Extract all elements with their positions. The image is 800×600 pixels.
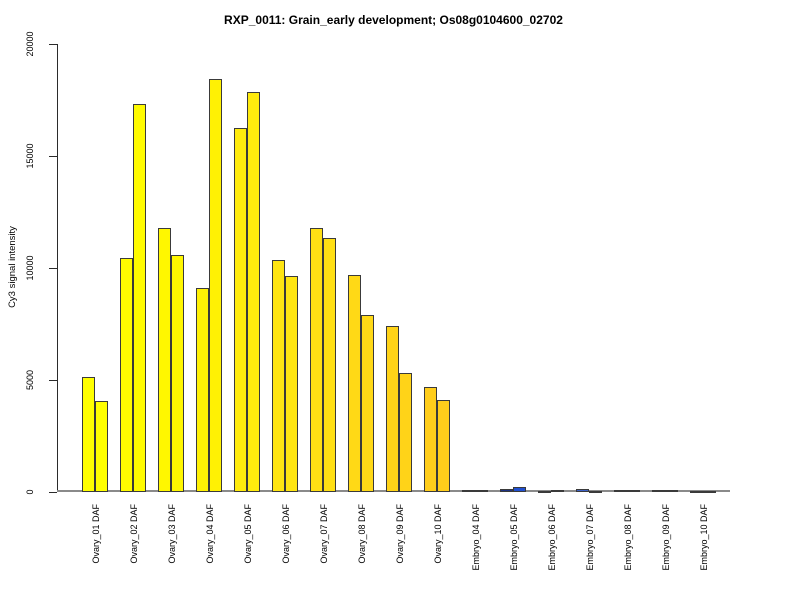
bar	[310, 228, 323, 492]
y-tick-label-text: 10000	[25, 255, 35, 281]
x-tick-label-text: Ovary_06 DAF	[281, 504, 291, 564]
bar	[247, 92, 260, 492]
x-tick-label-text: Embryo_09 DAF	[661, 504, 671, 571]
bar	[690, 491, 703, 493]
y-axis-tick	[49, 267, 57, 269]
x-tick-label-text: Embryo_07 DAF	[585, 504, 595, 571]
bar	[171, 255, 184, 492]
x-tick-label-text: Ovary_10 DAF	[433, 504, 443, 564]
x-tick-label-text: Ovary_05 DAF	[243, 504, 253, 564]
bar	[500, 489, 513, 492]
bar	[703, 491, 716, 493]
bar	[158, 228, 171, 492]
bar	[386, 326, 399, 492]
bar	[272, 260, 285, 492]
bar	[551, 490, 564, 492]
bar	[462, 490, 475, 492]
x-tick-label-text: Ovary_03 DAF	[167, 504, 177, 564]
y-tick-label: 5000	[25, 370, 45, 390]
bar	[665, 490, 678, 492]
bar	[576, 489, 589, 492]
y-tick-label: 10000	[25, 255, 50, 280]
y-tick-label-text: 5000	[25, 369, 35, 391]
bar	[348, 275, 361, 492]
bar	[652, 490, 665, 492]
x-tick-label-text: Embryo_05 DAF	[509, 504, 519, 571]
x-tick-label-text: Embryo_04 DAF	[471, 504, 481, 571]
chart-title: RXP_0011: Grain_early development; Os08g…	[224, 13, 563, 27]
bar	[234, 128, 247, 492]
bar	[285, 276, 298, 492]
bar	[323, 238, 336, 492]
y-tick-label-text: 0	[25, 489, 35, 495]
x-tick-label-text: Ovary_08 DAF	[357, 504, 367, 564]
y-tick-label: 15000	[25, 143, 50, 168]
bar	[399, 373, 412, 492]
bar	[120, 258, 133, 492]
x-tick-label-text: Ovary_01 DAF	[91, 504, 101, 564]
bar	[209, 79, 222, 492]
bar	[589, 491, 602, 493]
x-tick-label-text: Ovary_04 DAF	[205, 504, 215, 564]
bar	[95, 401, 108, 492]
bar	[424, 387, 437, 492]
x-tick-label-text: Embryo_10 DAF	[699, 504, 709, 571]
bar	[196, 288, 209, 492]
bar	[133, 104, 146, 492]
y-tick-label-text: 15000	[25, 143, 35, 169]
x-tick-label-text: Ovary_02 DAF	[129, 504, 139, 564]
bar	[475, 490, 488, 492]
x-tick-label-text: Ovary_07 DAF	[319, 504, 329, 564]
bar	[437, 400, 450, 492]
x-tick-label-text: Embryo_06 DAF	[547, 504, 557, 571]
y-axis-tick	[49, 155, 57, 157]
bar	[513, 487, 526, 492]
y-axis-line	[57, 44, 58, 492]
y-axis-tick	[49, 491, 57, 493]
bar	[538, 491, 551, 493]
y-tick-label: 0	[25, 489, 35, 502]
y-tick-label: 20000	[25, 31, 50, 56]
bar	[82, 377, 95, 492]
bar	[627, 490, 640, 492]
bar	[361, 315, 374, 492]
x-tick-label-text: Embryo_08 DAF	[623, 504, 633, 571]
y-tick-label-text: 20000	[25, 31, 35, 57]
y-axis-tick	[49, 43, 57, 45]
x-tick-label: Embryo_10 DAF	[699, 504, 766, 571]
y-axis-tick	[49, 379, 57, 381]
y-axis-title-text: Cy3 signal intensity	[7, 226, 18, 308]
x-tick-label-text: Ovary_09 DAF	[395, 504, 405, 564]
bar	[614, 490, 627, 492]
